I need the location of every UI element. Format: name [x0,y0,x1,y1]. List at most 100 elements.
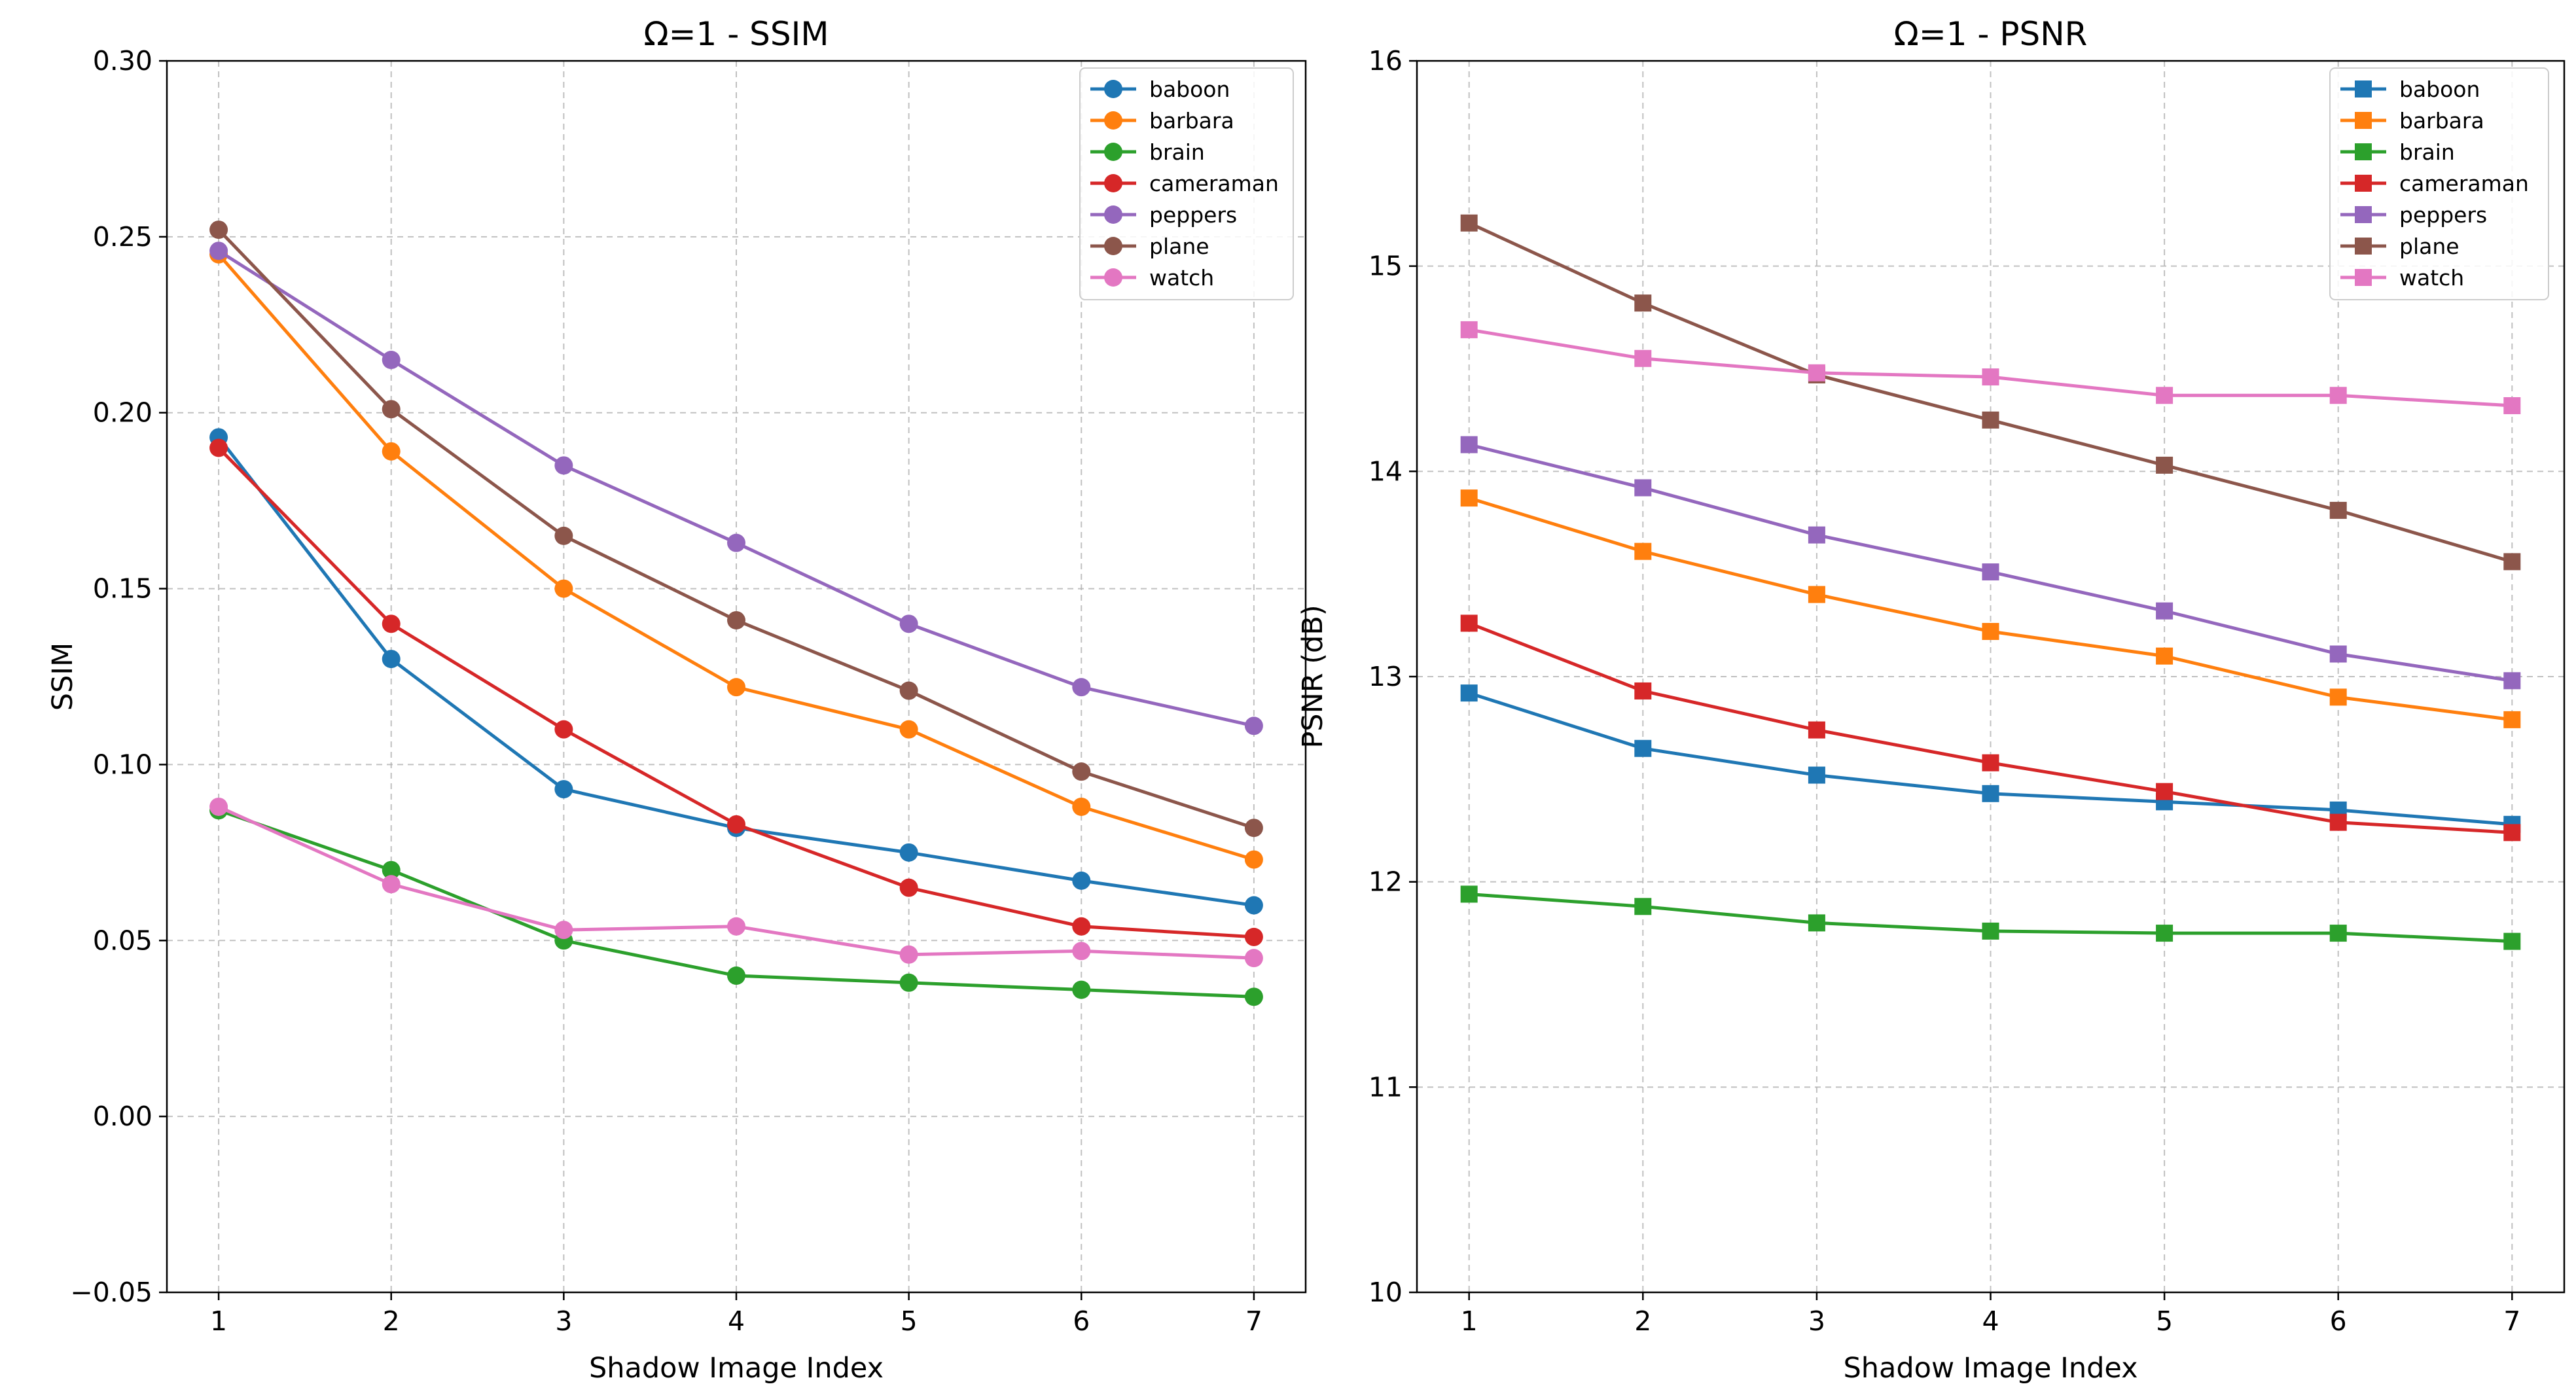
legend-marker [2355,175,2372,192]
legend-label: baboon [1149,77,1230,102]
data-point [2503,932,2521,950]
data-point [2156,925,2174,942]
legend-label: plane [2399,234,2460,259]
legend-label: barbara [2399,108,2484,133]
data-point [1072,797,1091,816]
series-peppers [1460,436,2521,690]
data-point [382,351,401,370]
legend-marker [1104,80,1122,98]
data-point [727,917,745,936]
y-tick-label: 0.10 [93,749,152,780]
series-peppers [209,241,1263,735]
data-point [727,966,745,985]
data-point [1808,526,1825,544]
legend-marker [2355,238,2372,255]
y-tick-label: 15 [1368,251,1403,282]
data-point [2329,688,2347,706]
data-point [1634,294,1652,312]
y-tick-label: 0.25 [93,221,152,253]
data-point [1244,850,1263,869]
legend-marker [2355,80,2372,97]
legend-label: barbara [1149,108,1234,133]
data-point [2503,553,2521,571]
data-point [1982,622,1999,640]
data-point [1808,914,1825,932]
data-point [1982,368,1999,386]
data-point [1244,949,1263,968]
legend-label: peppers [2399,202,2487,228]
data-point [1072,871,1091,890]
data-point [382,400,401,419]
y-tick-label: 14 [1368,455,1403,487]
data-point [1634,739,1652,757]
x-tick-label: 6 [1073,1305,1090,1337]
data-point [1244,987,1263,1006]
legend-marker [1104,174,1122,192]
legend-marker [1104,143,1122,161]
legend-item-cameraman: cameraman [1090,171,1279,196]
x-tick-label: 7 [2503,1305,2520,1337]
y-axis-label: SSIM [46,643,79,711]
x-axis-label: Shadow Image Index [589,1352,884,1385]
data-point [2503,824,2521,841]
data-point [554,579,573,598]
y-tick-label: 12 [1368,866,1403,898]
legend-item-brain: brain [2340,139,2455,165]
legend-item-baboon: baboon [2340,77,2480,102]
y-tick-label: 11 [1368,1071,1403,1103]
data-point [899,878,918,897]
legend-marker [1104,205,1122,224]
y-tick-label: 16 [1368,45,1403,77]
data-point [2329,813,2347,831]
x-tick-label: 5 [2156,1305,2173,1337]
data-point [1808,766,1825,784]
chart-title: Ω=1 - SSIM [643,15,829,53]
data-point [2329,501,2347,519]
data-point [899,945,918,964]
y-tick-label: 0.05 [93,925,152,956]
y-tick-label: 13 [1368,661,1403,692]
legend-label: baboon [2399,77,2480,102]
x-axis-label: Shadow Image Index [1843,1352,2138,1385]
data-point [1072,980,1091,999]
data-point [554,456,573,475]
y-tick-label: 0.00 [93,1101,152,1132]
legend-item-plane: plane [1090,234,1209,259]
data-point [1072,678,1091,697]
data-point [2503,397,2521,414]
data-point [1982,563,1999,581]
legend-marker [1104,268,1122,287]
data-point [1460,436,1478,453]
y-tick-label: −0.05 [70,1277,152,1308]
legend-box [1079,67,1294,300]
x-tick-label: 6 [2330,1305,2347,1337]
y-axis-label: PSNR (dB) [1297,605,1329,748]
legend-item-peppers: peppers [2340,202,2487,228]
x-tick-label: 5 [901,1305,918,1337]
y-tick-label: 0.30 [93,45,152,77]
data-point [2329,387,2347,404]
data-point [1634,898,1652,915]
legend-label: watch [2399,265,2464,291]
data-point [1244,927,1263,946]
data-point [2329,645,2347,663]
series-cameraman [209,438,1263,946]
series-brain [1460,885,2521,950]
legend-label: cameraman [1149,171,1279,196]
data-point [2156,456,2174,474]
series-cameraman [1460,614,2521,841]
data-point [2503,711,2521,728]
legend-item-baboon: baboon [1090,77,1230,102]
legend-label: peppers [1149,202,1237,228]
data-point [899,681,918,700]
data-point [1982,754,1999,771]
x-tick-label: 7 [1245,1305,1262,1337]
data-point [1982,922,1999,940]
x-tick-label: 1 [210,1305,227,1337]
data-point [1244,819,1263,838]
data-point [1072,917,1091,936]
data-point [1460,489,1478,507]
series-barbara [1460,489,2521,728]
data-point [209,797,228,816]
